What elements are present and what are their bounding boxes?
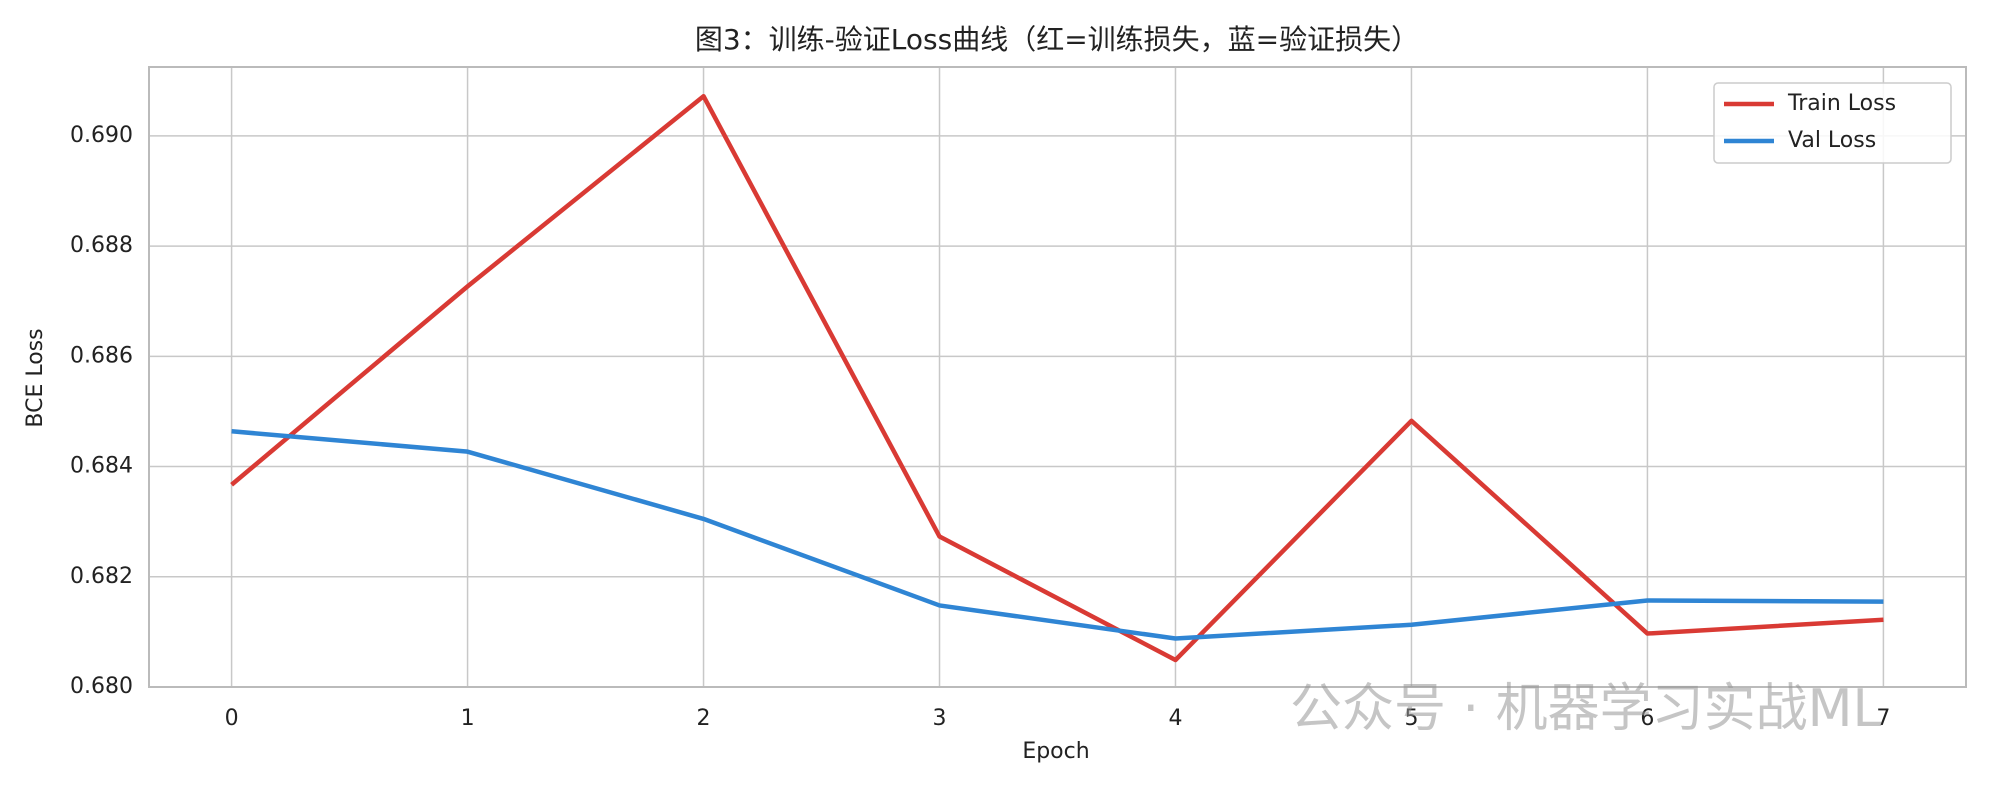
y-tick-label: 0.684 [70, 454, 133, 479]
y-tick-label: 0.688 [70, 233, 133, 258]
x-tick-label: 4 [1168, 706, 1182, 731]
x-tick-label: 3 [933, 706, 947, 731]
chart-title: 图3：训练-验证Loss曲线（红=训练损失，蓝=验证损失） [695, 23, 1419, 56]
series-line [231, 429, 1884, 641]
x-tick-label: 6 [1640, 706, 1654, 731]
plot-frame [148, 66, 1967, 688]
x-tick-label: 5 [1404, 706, 1418, 731]
y-axis-label: BCE Loss [23, 328, 48, 427]
y-tick-label: 0.686 [70, 343, 133, 368]
x-tick-label: 7 [1876, 706, 1890, 731]
x-axis-label: Epoch [1022, 739, 1089, 764]
x-tick-label: 1 [461, 706, 475, 731]
y-tick-label: 0.690 [70, 123, 133, 148]
legend-label: Train Loss [1787, 91, 1896, 116]
y-tick-label: 0.680 [70, 674, 133, 699]
y-tick-label: 0.682 [70, 564, 133, 589]
x-tick-label: 2 [697, 706, 711, 731]
legend-label: Val Loss [1788, 128, 1876, 153]
watermark: 公众号 · 机器学习实战ML [1290, 679, 1881, 739]
series-line [230, 93, 1884, 663]
x-tick-label: 0 [225, 706, 239, 731]
